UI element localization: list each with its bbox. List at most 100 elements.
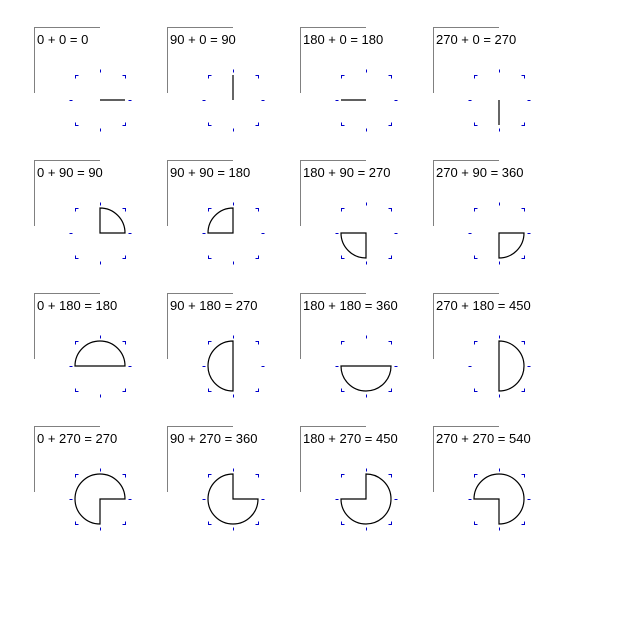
bound-corner-marker: [255, 388, 259, 392]
cell-label: 0 + 180 = 180: [37, 298, 118, 313]
cell-label: 270 + 270 = 540: [436, 431, 531, 446]
bound-corner-marker: [521, 474, 525, 478]
pie-slice: [74, 340, 126, 367]
bound-corner-marker: [255, 122, 259, 126]
bound-corner-marker: [122, 521, 126, 525]
bound-corner-marker: [521, 521, 525, 525]
bound-corner-marker: [122, 388, 126, 392]
bound-corner-marker: [75, 474, 79, 478]
bound-corner-marker: [208, 474, 212, 478]
cell-frame: [34, 160, 100, 226]
cell-frame: [433, 160, 499, 226]
cell-frame: [300, 293, 366, 359]
bound-corner-marker: [521, 75, 525, 79]
cell-frame: [167, 160, 233, 226]
bound-corner-marker: [521, 341, 525, 345]
bound-corner-marker: [388, 122, 392, 126]
bound-corner-marker: [341, 388, 345, 392]
bound-corner-marker: [521, 388, 525, 392]
bound-corner-marker: [388, 255, 392, 259]
cell-label: 270 + 0 = 270: [436, 32, 517, 47]
bound-corner-marker: [208, 521, 212, 525]
bound-corner-marker: [122, 122, 126, 126]
bound-corner-marker: [75, 122, 79, 126]
bound-corner-marker: [255, 75, 259, 79]
cell-label: 90 + 90 = 180: [170, 165, 251, 180]
cell-label: 0 + 270 = 270: [37, 431, 118, 446]
bound-corner-marker: [341, 255, 345, 259]
bound-corner-marker: [388, 521, 392, 525]
bound-corner-marker: [474, 255, 478, 259]
bound-corner-marker: [341, 341, 345, 345]
bound-corner-marker: [122, 255, 126, 259]
bound-corner-marker: [75, 255, 79, 259]
bound-corner-marker: [255, 474, 259, 478]
cell-label: 180 + 270 = 450: [303, 431, 398, 446]
bound-corner-marker: [75, 521, 79, 525]
cell-label: 180 + 90 = 270: [303, 165, 391, 180]
bound-corner-marker: [341, 122, 345, 126]
cell-label: 0 + 90 = 90: [37, 165, 103, 180]
bound-corner-marker: [474, 474, 478, 478]
cell-label: 180 + 180 = 360: [303, 298, 398, 313]
bound-corner-marker: [255, 255, 259, 259]
cell-frame: [167, 27, 233, 93]
bound-corner-marker: [208, 341, 212, 345]
pie-slice: [498, 232, 525, 259]
cell-frame: [167, 293, 233, 359]
cell-frame: [300, 160, 366, 226]
cell-label: 270 + 90 = 360: [436, 165, 524, 180]
bound-corner-marker: [474, 521, 478, 525]
bound-corner-marker: [474, 122, 478, 126]
cell-label: 90 + 270 = 360: [170, 431, 258, 446]
cell-frame: [34, 426, 100, 492]
bound-corner-marker: [75, 388, 79, 392]
bound-corner-marker: [521, 122, 525, 126]
cell-frame: [300, 27, 366, 93]
cell-label: 90 + 0 = 90: [170, 32, 236, 47]
bound-corner-marker: [122, 75, 126, 79]
bound-corner-marker: [122, 474, 126, 478]
bound-corner-marker: [474, 341, 478, 345]
pie-slice: [473, 473, 525, 525]
bound-corner-marker: [474, 208, 478, 212]
pie-slice: [498, 340, 525, 392]
bound-corner-marker: [208, 75, 212, 79]
cell-label: 0 + 0 = 0: [37, 32, 89, 47]
bound-corner-marker: [208, 208, 212, 212]
bound-corner-marker: [388, 208, 392, 212]
cell-frame: [34, 27, 100, 93]
bound-corner-marker: [208, 388, 212, 392]
bound-corner-marker: [208, 122, 212, 126]
cell-frame: [433, 293, 499, 359]
bound-corner-marker: [75, 341, 79, 345]
pie-slice: [340, 365, 392, 392]
bound-corner-marker: [122, 208, 126, 212]
pie-slice: [207, 473, 259, 525]
bound-corner-marker: [75, 75, 79, 79]
bound-corner-marker: [474, 75, 478, 79]
bound-corner-marker: [388, 388, 392, 392]
bound-corner-marker: [255, 521, 259, 525]
bound-corner-marker: [341, 474, 345, 478]
pie-slice: [207, 207, 234, 234]
bound-corner-marker: [341, 521, 345, 525]
bound-corner-marker: [388, 341, 392, 345]
cell-frame: [34, 293, 100, 359]
bound-corner-marker: [521, 255, 525, 259]
pie-slice: [74, 473, 126, 525]
cell-label: 90 + 180 = 270: [170, 298, 258, 313]
cell-frame: [167, 426, 233, 492]
bound-corner-marker: [255, 208, 259, 212]
bound-corner-marker: [75, 208, 79, 212]
bound-corner-marker: [122, 341, 126, 345]
bound-corner-marker: [388, 474, 392, 478]
pie-slice: [340, 232, 367, 259]
bound-corner-marker: [341, 75, 345, 79]
bound-corner-marker: [341, 208, 345, 212]
bound-corner-marker: [208, 255, 212, 259]
pie-slice: [99, 207, 126, 234]
bound-corner-marker: [474, 388, 478, 392]
